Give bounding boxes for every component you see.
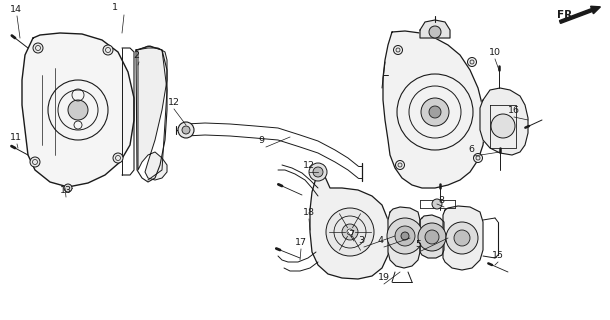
Text: 7: 7: [348, 230, 354, 239]
Text: 3: 3: [358, 236, 364, 245]
Text: 16: 16: [508, 106, 520, 115]
Circle shape: [429, 26, 441, 38]
Circle shape: [491, 114, 515, 138]
Polygon shape: [420, 215, 444, 258]
Circle shape: [432, 199, 442, 209]
Circle shape: [30, 157, 40, 167]
Polygon shape: [22, 33, 134, 187]
Circle shape: [326, 208, 374, 256]
Circle shape: [178, 122, 194, 138]
Circle shape: [395, 161, 404, 170]
Circle shape: [64, 184, 72, 192]
Circle shape: [347, 229, 353, 235]
Circle shape: [467, 58, 476, 67]
Polygon shape: [388, 207, 420, 268]
Polygon shape: [136, 48, 167, 180]
Circle shape: [309, 163, 327, 181]
Text: 17: 17: [295, 238, 307, 247]
Text: 10: 10: [489, 48, 501, 57]
Circle shape: [429, 106, 441, 118]
Polygon shape: [420, 20, 450, 38]
Polygon shape: [310, 170, 390, 279]
Polygon shape: [383, 31, 485, 188]
Text: 18: 18: [303, 208, 315, 217]
Text: 5: 5: [415, 240, 421, 249]
Circle shape: [418, 223, 446, 251]
Text: FR.: FR.: [557, 10, 576, 20]
Circle shape: [395, 226, 415, 246]
Circle shape: [113, 153, 123, 163]
Circle shape: [68, 100, 88, 120]
Text: 11: 11: [10, 133, 22, 142]
Circle shape: [454, 230, 470, 246]
Circle shape: [387, 218, 423, 254]
Text: 9: 9: [258, 136, 264, 145]
Circle shape: [393, 45, 403, 54]
Text: 14: 14: [10, 5, 22, 14]
FancyArrow shape: [559, 6, 600, 23]
Circle shape: [425, 230, 439, 244]
Circle shape: [446, 222, 478, 254]
Text: 1: 1: [112, 3, 118, 12]
Text: 12: 12: [303, 161, 315, 170]
Text: 12: 12: [168, 98, 180, 107]
Text: 8: 8: [438, 196, 444, 205]
Text: 2: 2: [133, 51, 139, 60]
Circle shape: [421, 98, 449, 126]
Text: 4: 4: [378, 236, 384, 245]
Text: 6: 6: [468, 145, 474, 154]
Circle shape: [33, 43, 43, 53]
Text: 15: 15: [492, 251, 504, 260]
Circle shape: [103, 45, 113, 55]
Circle shape: [182, 126, 190, 134]
Circle shape: [473, 154, 483, 163]
Circle shape: [342, 224, 358, 240]
Polygon shape: [480, 88, 528, 155]
Polygon shape: [443, 206, 483, 270]
Text: 13: 13: [60, 186, 72, 195]
Circle shape: [313, 167, 323, 177]
Text: 19: 19: [378, 273, 390, 282]
Circle shape: [401, 232, 409, 240]
